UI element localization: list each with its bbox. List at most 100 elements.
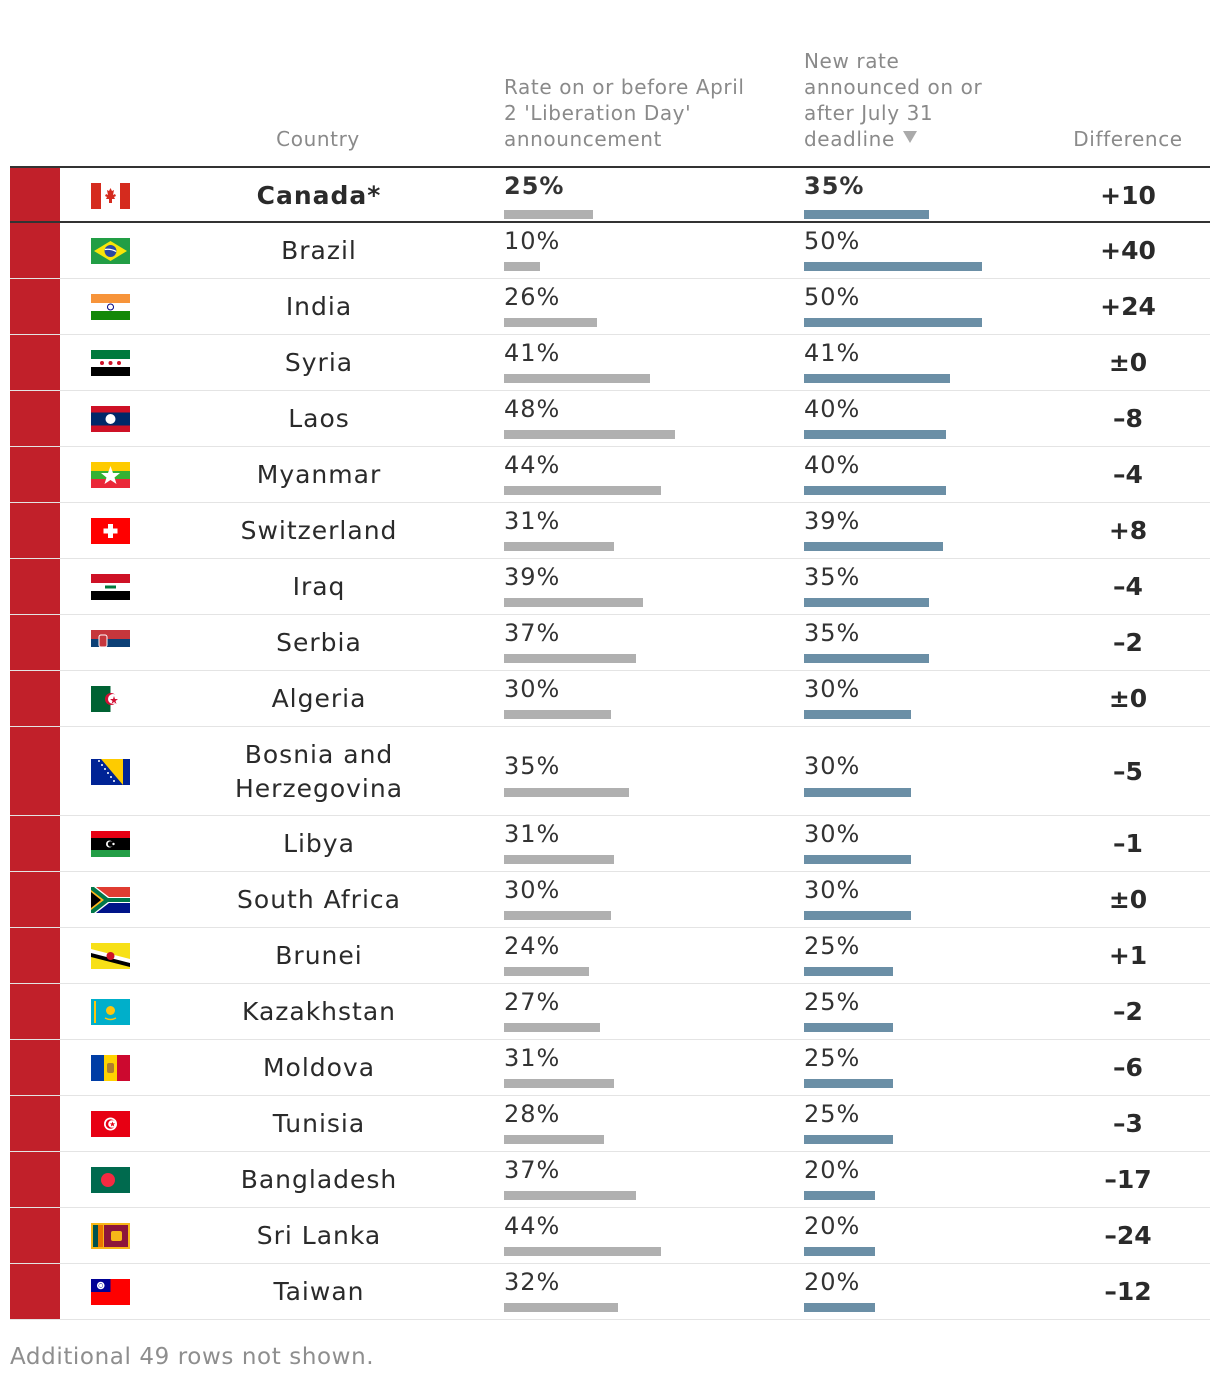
- serbia-flag-icon: [91, 630, 130, 656]
- new-rate-label: 35%: [804, 563, 861, 591]
- new-rate-bar: [804, 542, 943, 551]
- country-name: Taiwan: [273, 1277, 365, 1306]
- highlight-marker: [10, 984, 60, 1039]
- difference-value: –6: [1113, 1053, 1143, 1082]
- sort-descending-icon[interactable]: [902, 131, 917, 143]
- difference-value: –1: [1113, 829, 1143, 858]
- column-header-difference[interactable]: Difference: [1073, 127, 1183, 151]
- table-row[interactable]: Switzerland 31% 39% +8: [10, 503, 1210, 559]
- new-rate-bar: [804, 486, 946, 495]
- table-row[interactable]: Bangladesh 37% 20% –17: [10, 1152, 1210, 1208]
- difference-value: –8: [1113, 404, 1143, 433]
- country-name: Libya: [283, 829, 355, 858]
- new-rate-label: 30%: [804, 675, 861, 703]
- table-row[interactable]: Iraq 39% 35% –4: [10, 559, 1210, 615]
- table-row[interactable]: Tunisia 28% 25% –3: [10, 1096, 1210, 1152]
- new-rate-label: 40%: [804, 451, 861, 479]
- highlight-marker: [10, 279, 60, 334]
- table-row[interactable]: Taiwan 32% 20% –12: [10, 1264, 1210, 1320]
- table-row[interactable]: Sri Lanka 44% 20% –24: [10, 1208, 1210, 1264]
- rate-before-label: 30%: [504, 675, 561, 703]
- rate-before-label: 31%: [504, 507, 561, 535]
- new-rate-bar: [804, 210, 929, 219]
- new-rate-bar: [804, 967, 893, 976]
- table-row-featured[interactable]: Canada* 25% 35% +10: [10, 168, 1210, 223]
- rate-before-bar: [504, 1247, 661, 1256]
- country-name: Tunisia: [272, 1109, 366, 1138]
- new-rate-bar: [804, 654, 929, 663]
- rate-before-label: 37%: [504, 619, 561, 647]
- column-header-rate-before-line: 2 'Liberation Day': [504, 101, 692, 125]
- bosnia-flag-icon: [91, 759, 130, 785]
- india-flag-icon: [91, 294, 130, 320]
- header-divider: [10, 166, 1210, 168]
- table-row[interactable]: Moldova 31% 25% –6: [10, 1040, 1210, 1096]
- rate-before-label: 44%: [504, 1212, 561, 1240]
- rate-before-label: 32%: [504, 1268, 561, 1296]
- rate-before-bar: [504, 654, 636, 663]
- highlight-marker: [10, 447, 60, 502]
- country-name: Moldova: [262, 1053, 376, 1082]
- table-row[interactable]: Algeria 30% 30% ±0: [10, 671, 1210, 727]
- table-row[interactable]: Myanmar 44% 40% –4: [10, 447, 1210, 503]
- table-row[interactable]: Libya 31% 30% –1: [10, 816, 1210, 872]
- brazil-flag-icon: [91, 238, 130, 264]
- rate-before-bar: [504, 430, 675, 439]
- highlight-marker: [10, 1040, 60, 1095]
- new-rate-label: 39%: [804, 507, 861, 535]
- rate-before-bar: [504, 1023, 600, 1032]
- new-rate-label: 50%: [804, 227, 861, 255]
- table-row[interactable]: India 26% 50% +24: [10, 279, 1210, 335]
- rate-before-label: 28%: [504, 1100, 561, 1128]
- column-header-rate-before-line: Rate on or before April: [504, 75, 745, 99]
- table-row[interactable]: Laos 48% 40% –8: [10, 391, 1210, 447]
- difference-value: +8: [1108, 516, 1148, 545]
- highlight-marker: [10, 872, 60, 927]
- country-name-line: Bosnia and: [244, 740, 394, 769]
- rate-before-bar: [504, 262, 540, 271]
- new-rate-label: 20%: [804, 1268, 861, 1296]
- difference-value: ±0: [1108, 885, 1148, 914]
- column-header-country[interactable]: Country: [276, 127, 360, 151]
- rate-before-bar: [504, 598, 643, 607]
- table-row[interactable]: South Africa 30% 30% ±0: [10, 872, 1210, 928]
- column-header-new-rate[interactable]: New rate announced on or after July 31 d…: [804, 48, 1004, 152]
- column-header-rate-before[interactable]: Rate on or before April 2 'Liberation Da…: [504, 74, 764, 152]
- brunei-flag-icon: [91, 943, 130, 969]
- highlight-marker: [10, 391, 60, 446]
- highlight-marker: [10, 727, 60, 815]
- table-row[interactable]: Kazakhstan 27% 25% –2: [10, 984, 1210, 1040]
- rate-before-label: 30%: [504, 876, 561, 904]
- new-rate-bar: [804, 1079, 893, 1088]
- highlight-marker: [10, 168, 60, 221]
- highlight-marker: [10, 671, 60, 726]
- highlight-marker: [10, 1208, 60, 1263]
- laos-flag-icon: [91, 406, 130, 432]
- new-rate-bar: [804, 1303, 875, 1312]
- column-header-new-rate-last: deadline: [804, 127, 895, 151]
- column-header-new-rate-line: after July 31: [804, 101, 934, 125]
- rate-before-label: 48%: [504, 395, 561, 423]
- country-name: Myanmar: [256, 460, 382, 489]
- highlight-marker: [10, 816, 60, 871]
- table-row[interactable]: Brazil 10% 50% +40: [10, 223, 1210, 279]
- new-rate-label: 20%: [804, 1156, 861, 1184]
- column-header-new-rate-line: announced on or: [804, 75, 983, 99]
- rate-before-label: 39%: [504, 563, 561, 591]
- difference-value: –17: [1104, 1165, 1152, 1194]
- tunisia-flag-icon: [91, 1111, 130, 1137]
- country-name: India: [285, 292, 353, 321]
- highlight-marker: [10, 928, 60, 983]
- highlight-marker: [10, 1096, 60, 1151]
- libya-flag-icon: [91, 831, 130, 857]
- difference-value: +40: [1100, 236, 1156, 265]
- table-row[interactable]: Bosnia and Herzegovina 35% 30% –5: [10, 727, 1210, 816]
- table-row[interactable]: Syria 41% 41% ±0: [10, 335, 1210, 391]
- new-rate-bar: [804, 262, 982, 271]
- table-row[interactable]: Serbia 37% 35% –2: [10, 615, 1210, 671]
- table-row[interactable]: Brunei 24% 25% +1: [10, 928, 1210, 984]
- new-rate-label: 30%: [804, 876, 861, 904]
- rate-before-label: 27%: [504, 988, 561, 1016]
- highlight-marker: [10, 559, 60, 614]
- rate-before-bar: [504, 1191, 636, 1200]
